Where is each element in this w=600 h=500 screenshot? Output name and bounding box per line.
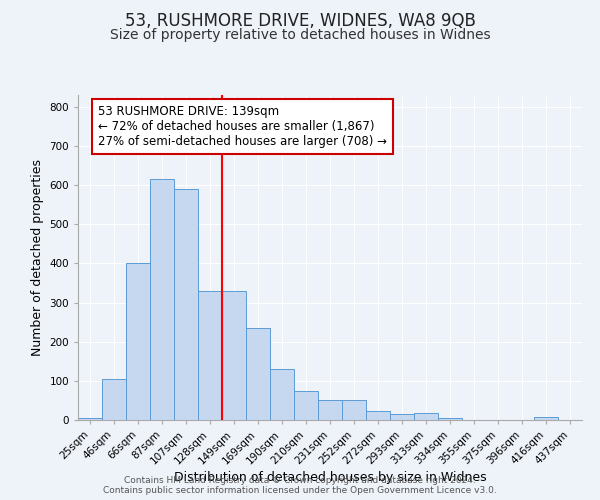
Bar xyxy=(198,291,222,420)
Bar xyxy=(366,412,390,420)
Bar xyxy=(270,369,294,420)
Text: 53 RUSHMORE DRIVE: 139sqm
← 72% of detached houses are smaller (1,867)
27% of se: 53 RUSHMORE DRIVE: 139sqm ← 72% of detac… xyxy=(98,105,387,148)
Bar xyxy=(78,418,102,420)
Bar xyxy=(246,328,270,420)
Bar xyxy=(150,179,174,420)
Bar xyxy=(318,400,342,420)
Bar xyxy=(534,418,558,420)
Bar xyxy=(294,390,318,420)
Text: Contains HM Land Registry data © Crown copyright and database right 2024.: Contains HM Land Registry data © Crown c… xyxy=(124,476,476,485)
X-axis label: Distribution of detached houses by size in Widnes: Distribution of detached houses by size … xyxy=(173,472,487,484)
Bar xyxy=(390,414,414,420)
Text: Contains public sector information licensed under the Open Government Licence v3: Contains public sector information licen… xyxy=(103,486,497,495)
Bar xyxy=(438,418,462,420)
Bar xyxy=(342,400,366,420)
Bar xyxy=(126,264,150,420)
Y-axis label: Number of detached properties: Number of detached properties xyxy=(31,159,44,356)
Bar xyxy=(102,379,126,420)
Text: 53, RUSHMORE DRIVE, WIDNES, WA8 9QB: 53, RUSHMORE DRIVE, WIDNES, WA8 9QB xyxy=(125,12,475,30)
Bar xyxy=(414,414,438,420)
Text: Size of property relative to detached houses in Widnes: Size of property relative to detached ho… xyxy=(110,28,490,42)
Bar xyxy=(222,291,246,420)
Bar xyxy=(174,189,198,420)
